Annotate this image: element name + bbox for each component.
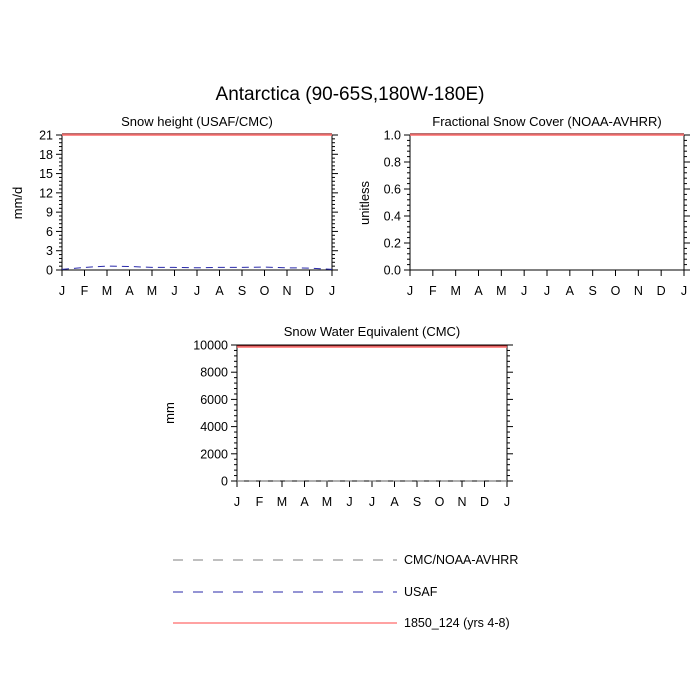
x-tick-label: N [634,284,643,298]
x-tick-label: A [474,284,483,298]
panel-title: Snow Water Equivalent (CMC) [284,324,461,339]
legend: CMC/NOAA-AVHRR USAF 1850_124 (yrs 4-8) [173,553,518,630]
x-tick-label: O [435,495,445,509]
y-tick-label: 4000 [200,420,228,434]
plot-frame [61,134,333,271]
y-tick-label: 1.0 [384,129,401,143]
y-tick-label: 21 [39,129,53,143]
y-tick-label: 10000 [193,339,228,353]
y-tick-label: 0.8 [384,156,401,170]
y-tick-label: 0 [46,264,53,278]
y-axis-label: mm/d [10,187,25,220]
y-tick-label: 6000 [200,393,228,407]
x-tick-label: A [300,495,309,509]
x-tick-label: J [194,284,200,298]
x-tick-label: J [369,495,375,509]
x-tick-label: A [390,495,399,509]
legend-label-cmc-noaa: CMC/NOAA-AVHRR [404,553,518,567]
panel-snow-height: Snow height (USAF/CMC) mm/d 0 3 6 9 12 15 18 21… [10,114,338,298]
legend-label-model: 1850_124 (yrs 4-8) [404,616,510,630]
x-tick-label: O [260,284,270,298]
y-tick-label: 8000 [200,366,228,380]
x-tick-label: M [277,495,287,509]
x-tick-label: J [234,495,240,509]
x-tick-label: M [450,284,460,298]
x-tick-label: M [102,284,112,298]
y-tick-label: 18 [39,148,53,162]
figure-title: Antarctica (90-65S,180W-180E) [216,84,485,105]
x-tick-label: F [256,495,264,509]
x-tick-label: O [611,284,621,298]
panel-snow-water-equivalent: Snow Water Equivalent (CMC) mm 0 2000 4000… [162,324,513,509]
x-tick-label: A [215,284,224,298]
y-tick-label: 3 [46,244,53,258]
x-tick-label: J [59,284,65,298]
x-tick-label: J [681,284,687,298]
y-tick-label: 6 [46,225,53,239]
x-tick-label: F [81,284,89,298]
y-tick-label: 12 [39,186,53,200]
x-tick-label: J [329,284,335,298]
x-tick-label: S [588,284,596,298]
y-axis-label: unitless [357,180,372,225]
x-tick-label: N [282,284,291,298]
x-tick-label: J [346,495,352,509]
y-tick-label: 15 [39,167,53,181]
x-tick-label: S [238,284,246,298]
y-axis-label: mm [162,402,177,424]
plot-frame [409,134,685,271]
x-tick-label: F [429,284,437,298]
y-tick-label: 0.4 [384,210,401,224]
series-line-usaf [61,265,333,270]
x-tick-label: N [457,495,466,509]
x-tick-label: J [171,284,177,298]
y-tick-label: 0.0 [384,264,401,278]
x-tick-label: J [504,495,510,509]
y-tick-label: 2000 [200,447,228,461]
x-tick-label: J [407,284,413,298]
x-tick-label: M [496,284,506,298]
x-tick-label: A [566,284,575,298]
y-tick-label: 0.6 [384,183,401,197]
x-tick-label: A [125,284,134,298]
x-tick-label: D [657,284,666,298]
y-tick-label: 9 [46,206,53,220]
x-tick-label: D [480,495,489,509]
plot-frame [236,344,508,482]
x-tick-label: J [544,284,550,298]
y-tick-label: 0 [221,475,228,489]
plot-area: 0.00.20.40.60.81.0J F M A M J J A S O N D J [384,129,690,298]
x-tick-label: S [413,495,421,509]
x-tick-label: D [305,284,314,298]
y-tick-label: 0.2 [384,237,401,251]
legend-label-usaf: USAF [404,585,438,599]
x-tick-label: M [322,495,332,509]
panel-title: Snow height (USAF/CMC) [121,114,273,129]
x-tick-label: M [147,284,157,298]
x-tick-label: J [521,284,527,298]
panel-fractional-snow-cover: Fractional Snow Cover (NOAA-AVHRR) unitl… [357,114,690,298]
panel-title: Fractional Snow Cover (NOAA-AVHRR) [432,114,661,129]
